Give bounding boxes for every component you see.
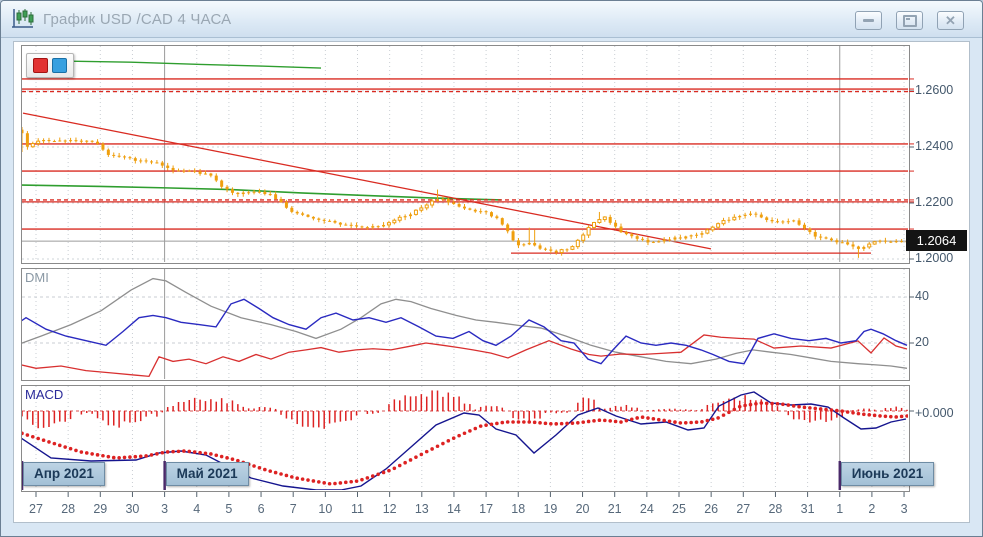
x-axis-label: 7 [289, 502, 297, 516]
x-axis-label: 2 [868, 502, 876, 516]
x-axis-label: 3 [900, 502, 908, 516]
price-axis-label: 1.2000 [915, 251, 954, 265]
dmi-axis-label: 20 [915, 335, 929, 349]
x-axis-label: 24 [639, 502, 654, 516]
month-label: Май 2021 [165, 462, 249, 486]
month-label: Апр 2021 [23, 462, 105, 486]
macd-axis-label: +0.000 [915, 406, 954, 420]
x-axis-label: 1 [836, 502, 844, 516]
price-chart-canvas[interactable] [21, 45, 915, 497]
month-label: Июнь 2021 [840, 462, 935, 486]
restore-button[interactable] [896, 11, 923, 30]
x-axis-label: 20 [575, 502, 590, 516]
x-axis-label: 19 [543, 502, 558, 516]
x-axis-label: 17 [479, 502, 494, 516]
series-legend [26, 53, 74, 78]
candlestick-chart-icon [11, 8, 35, 30]
window-title: График USD /CAD 4 ЧАСА [43, 10, 232, 28]
price-axis-label: 1.2200 [915, 195, 954, 209]
x-axis-label: 25 [672, 502, 686, 516]
x-axis-label: 10 [318, 502, 333, 516]
dmi-axis-label: 40 [915, 289, 929, 303]
minimize-button[interactable] [855, 11, 882, 30]
legend-blue-swatch[interactable] [52, 58, 67, 73]
x-axis-label: 21 [607, 502, 622, 516]
x-axis-label: 14 [446, 502, 461, 516]
x-axis-label: 4 [193, 502, 201, 516]
window-controls: ✕ [855, 11, 964, 30]
current-price-badge: 1.2064 [906, 230, 967, 251]
legend-red-swatch[interactable] [33, 58, 48, 73]
x-axis-label: 30 [125, 502, 140, 516]
x-axis-label: 29 [93, 502, 108, 516]
minimize-icon [863, 19, 874, 22]
dmi-panel-label: DMI [25, 270, 49, 285]
price-axis-label: 1.2400 [915, 139, 954, 153]
x-axis-label: 11 [351, 502, 364, 516]
macd-panel-label: MACD [25, 387, 64, 402]
restore-icon [902, 14, 917, 27]
titlebar[interactable]: График USD /CAD 4 ЧАСА ✕ [1, 1, 982, 38]
close-icon: ✕ [945, 13, 956, 28]
x-axis-label: 28 [768, 502, 783, 516]
x-axis-label: 3 [161, 502, 169, 516]
x-axis-label: 27 [736, 502, 751, 516]
x-axis-label: 18 [511, 502, 526, 516]
price-axis-label: 1.2600 [915, 83, 954, 97]
x-axis-label: 26 [704, 502, 719, 516]
close-button[interactable]: ✕ [937, 11, 964, 30]
x-axis-label: 5 [225, 502, 233, 516]
x-axis-label: 13 [414, 502, 429, 516]
x-axis-label: 12 [382, 502, 397, 516]
x-axis-label: 31 [800, 502, 815, 516]
x-axis-label: 27 [29, 502, 43, 516]
x-axis-label: 6 [257, 502, 265, 516]
x-axis-label: 28 [61, 502, 76, 516]
